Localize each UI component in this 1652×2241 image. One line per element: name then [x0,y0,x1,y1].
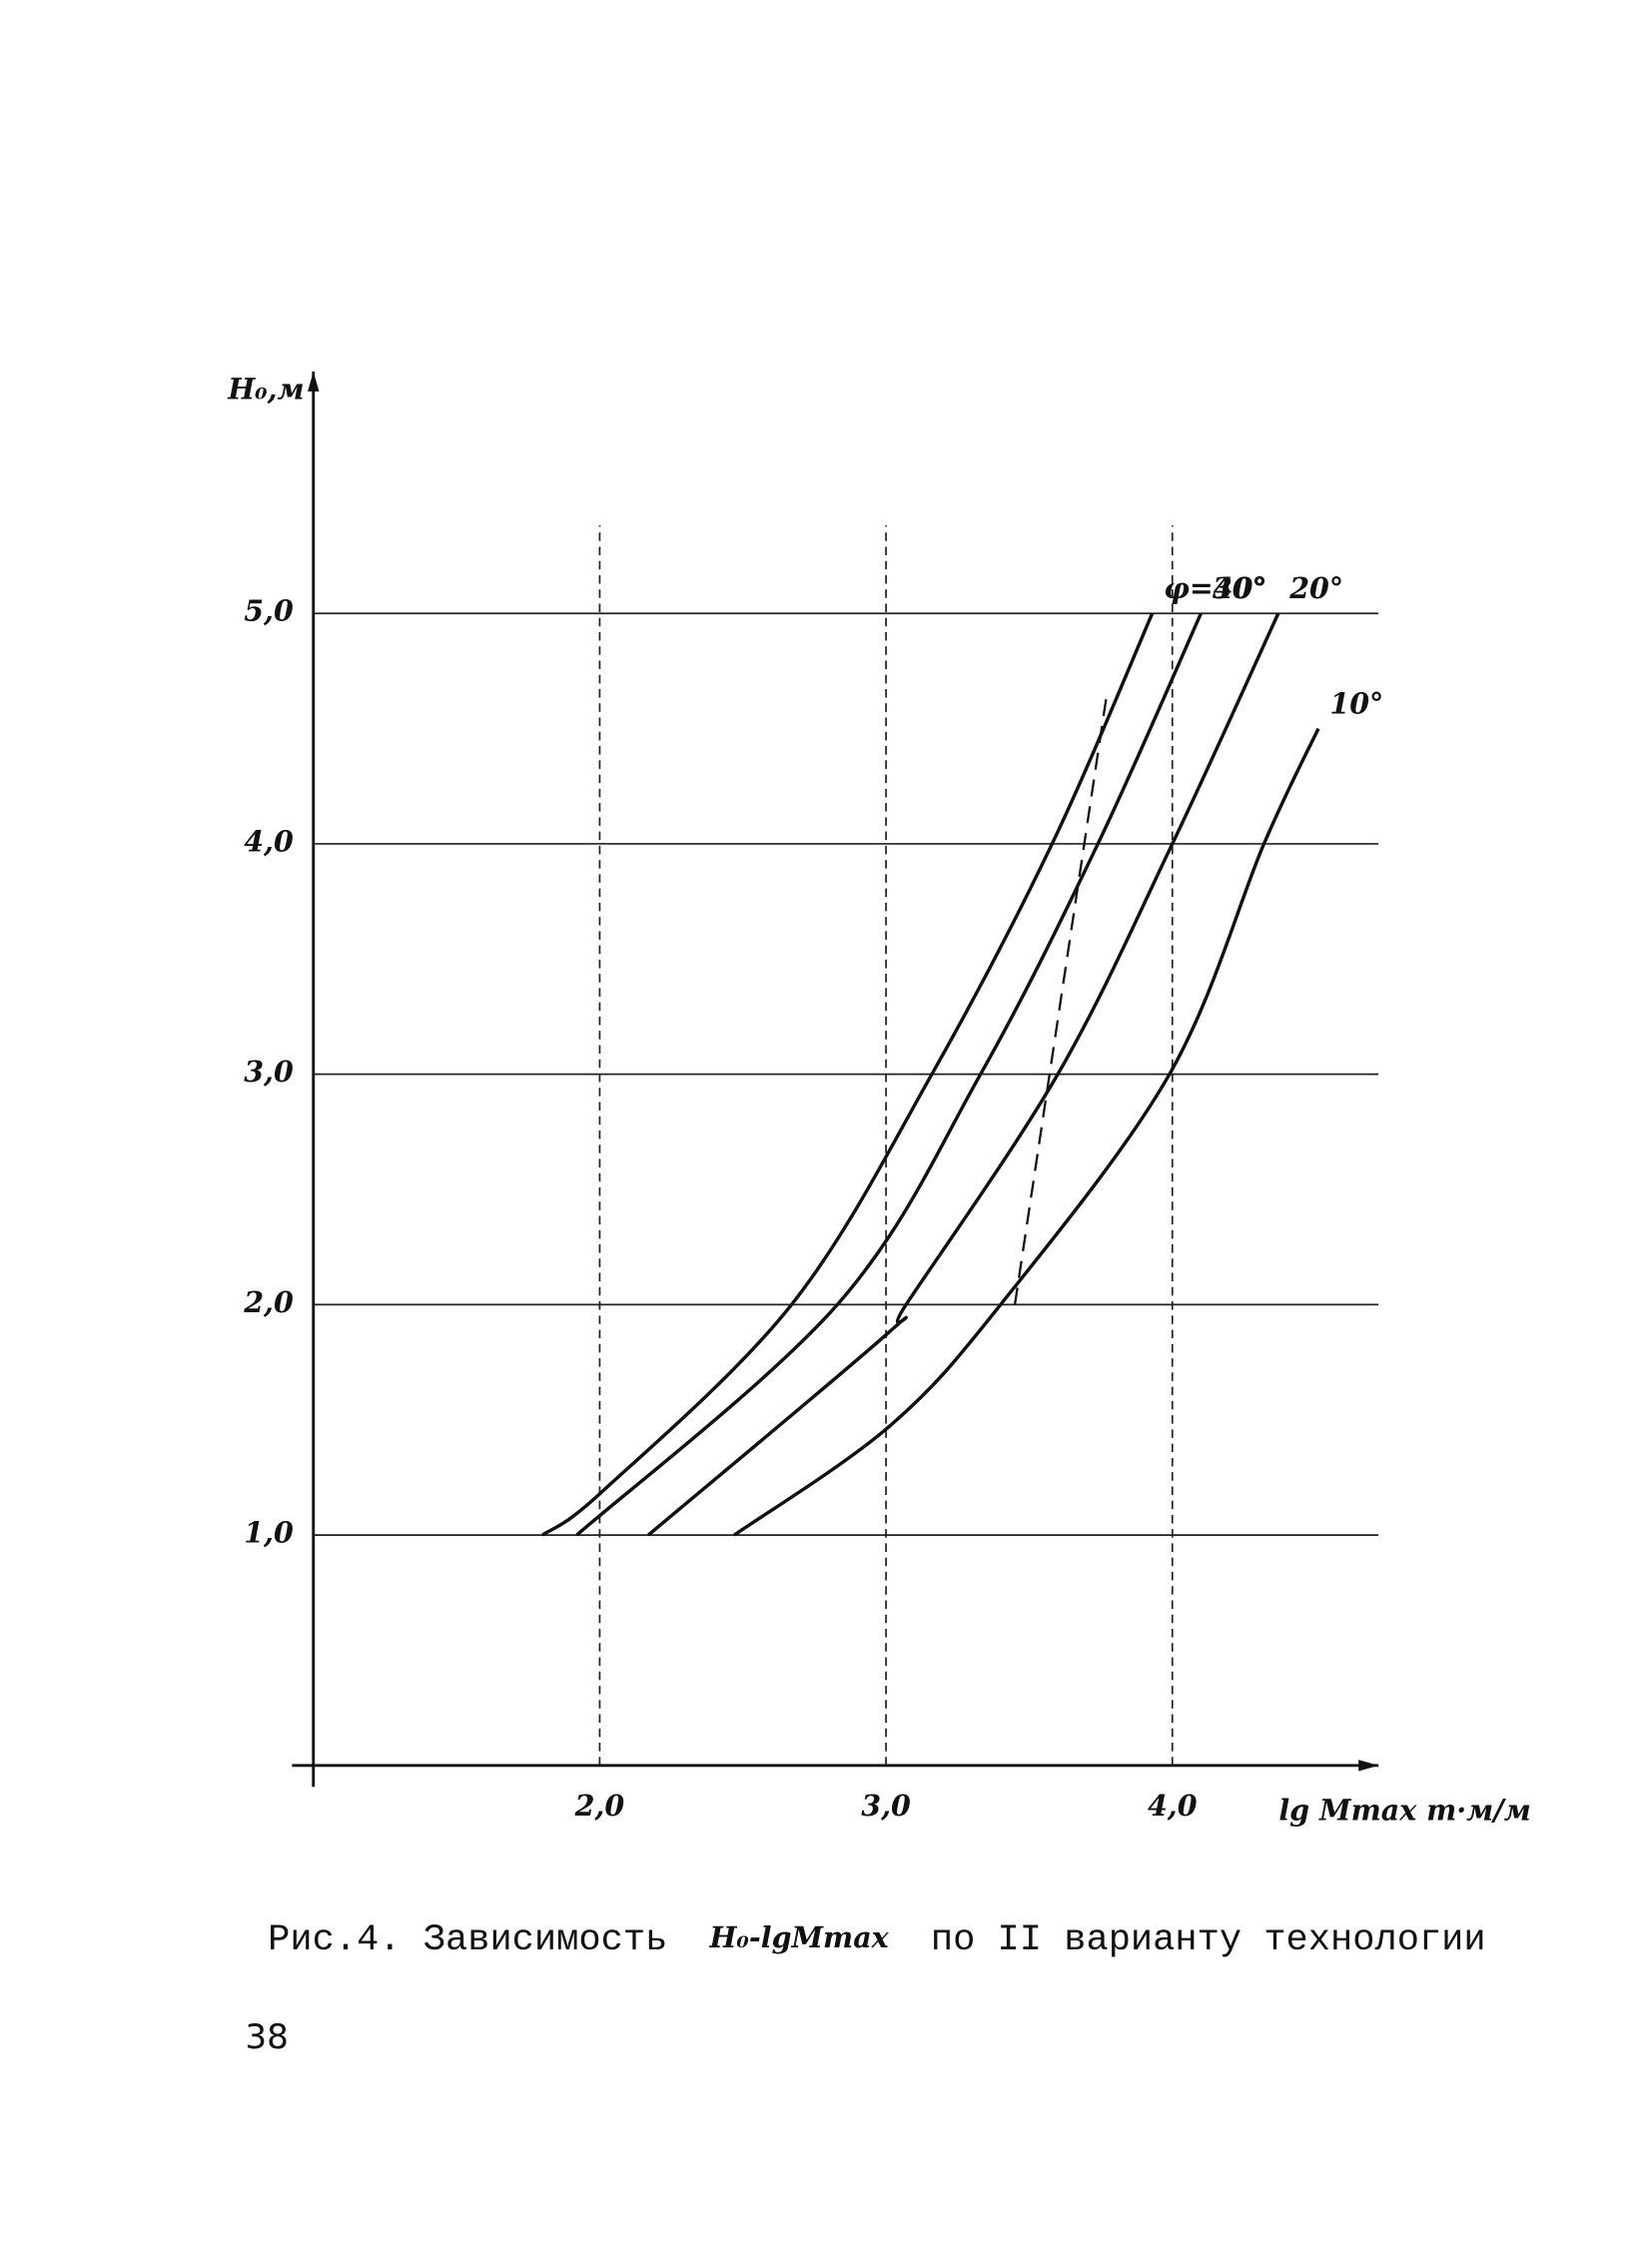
y-tick-label: 4,0 [244,824,294,858]
y-tick-label: 1,0 [244,1516,294,1550]
caption-suffix: по II варианту технологии [931,1919,1486,1961]
x-tick-label: 4,0 [1148,1789,1198,1823]
curve-label: 10° [1329,686,1383,720]
curve-label: φ=40° [1164,571,1267,605]
caption-prefix: Рис.4. Зависимость [268,1919,667,1961]
x-axis-label: lg Mmax т·м/м [1278,1793,1530,1827]
curve-label: 20° [1288,571,1343,605]
caption: Рис.4. Зависимость H₀-lgMmax по II вариа… [268,1919,1486,1961]
page-number: 38 [245,2017,289,2057]
curve-label: 30° [1213,571,1266,605]
y-tick-label: 5,0 [244,594,294,628]
caption-formula: H₀-lgMmax [709,1919,890,1953]
dashed-line [1013,696,1108,1305]
x-tick-label: 2,0 [574,1789,625,1823]
y-tick-label: 3,0 [244,1055,294,1089]
curve [647,612,1280,1537]
y-axis-arrow [308,372,320,392]
x-tick-label: 3,0 [861,1789,911,1823]
curve [575,612,1203,1537]
curve [541,612,1155,1537]
x-axis-arrow [1358,1760,1379,1772]
y-axis-label: H₀,м [227,373,304,406]
curve [733,727,1320,1537]
y-tick-label: 2,0 [243,1285,294,1319]
